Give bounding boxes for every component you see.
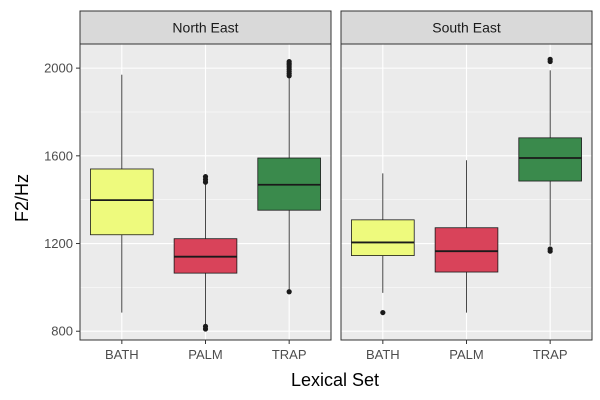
facet-strip [340, 10, 593, 45]
y-axis: 800 1200 1600 2000 [44, 61, 80, 339]
facet-strip [79, 10, 332, 45]
x-axis-title: Lexical Set [291, 370, 379, 390]
facet-panel: North East BATH PALM TRAP [79, 10, 332, 362]
box-palm [434, 160, 499, 313]
y-tick-label: 2000 [44, 61, 73, 76]
outlier-point [547, 56, 553, 62]
box-iqr [434, 227, 499, 273]
x-tick-label: TRAP [533, 347, 568, 362]
facet-strip-label: South East [432, 20, 501, 36]
panel-border [79, 43, 332, 341]
box-iqr [518, 137, 582, 182]
box-palm [173, 174, 238, 332]
outlier-point [202, 174, 209, 180]
facet-panels: North East BATH PALM TRAP South East BATH PALM… [79, 10, 593, 362]
facet-panel: South East BATH PALM TRAP [340, 10, 593, 362]
box-iqr [351, 219, 415, 256]
y-tick-label: 1200 [44, 236, 73, 251]
outlier-point [202, 323, 209, 330]
box-trap [257, 58, 321, 295]
outlier-point [286, 289, 292, 295]
box-trap [518, 56, 582, 254]
facet-strip-label: North East [172, 20, 238, 36]
outlier-point [547, 246, 553, 252]
y-axis-title: F2/Hz [12, 174, 32, 222]
y-tick-label: 800 [51, 324, 73, 339]
box-bath [351, 173, 415, 316]
x-tick-label: BATH [366, 347, 400, 362]
box-iqr [90, 168, 154, 236]
x-tick-label: PALM [449, 347, 483, 362]
panel-border [340, 43, 593, 341]
box-bath [90, 74, 154, 313]
x-tick-label: BATH [105, 347, 139, 362]
outlier-point [380, 309, 386, 316]
x-tick-label: PALM [188, 347, 222, 362]
y-tick-label: 1600 [44, 148, 73, 163]
outlier-point [286, 58, 292, 65]
x-tick-label: TRAP [272, 347, 307, 362]
